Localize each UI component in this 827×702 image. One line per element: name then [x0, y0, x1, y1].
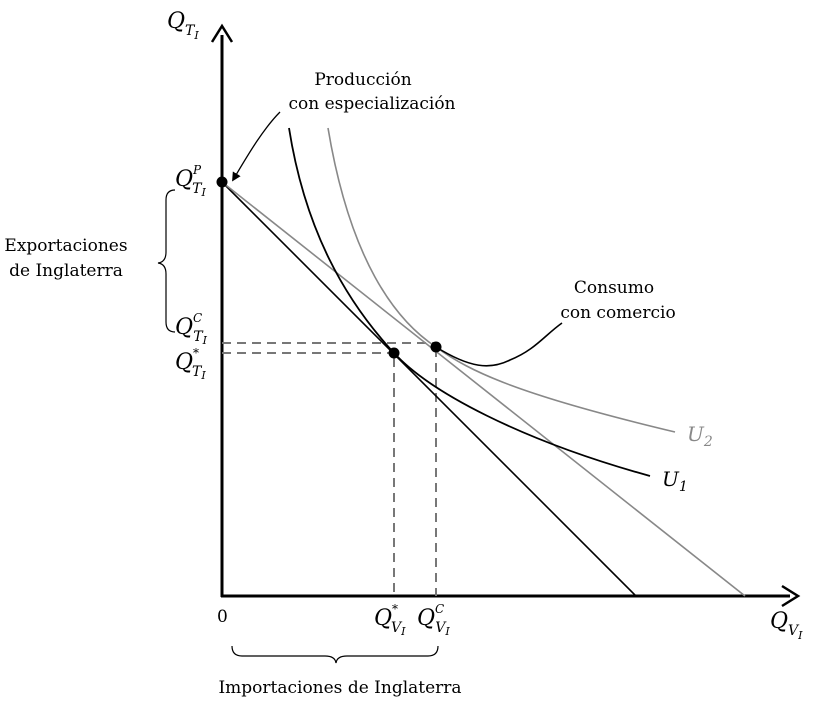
autarky-point [388, 347, 400, 359]
q-tstar-label: Q* TI [175, 346, 206, 382]
importaciones-label: Importaciones de Inglaterra [218, 678, 461, 698]
y-axis-label: QTI [167, 9, 199, 42]
produccion-label-line1: Producción [314, 70, 411, 90]
u1-label: U1 [662, 467, 688, 495]
exportaciones-brace [157, 189, 176, 333]
u2-label: U2 [687, 422, 713, 450]
q-vstar-label: Q* VI [374, 602, 406, 638]
exportaciones-label-line1: Exportaciones [4, 236, 127, 256]
consumo-label-line2: con comercio [560, 303, 675, 323]
q-tp-label: QP TI [175, 163, 206, 199]
produccion-arrow [232, 111, 281, 182]
indifference-curve-u1 [288, 127, 651, 477]
y-axis-arrow [210, 23, 234, 43]
origin-label: 0 [217, 607, 228, 627]
production-point [216, 176, 228, 188]
q-vc-label: QC VI [417, 602, 450, 638]
exportaciones-label-line2: de Inglaterra [9, 261, 123, 281]
q-tc-label: QC TI [175, 311, 208, 347]
consumo-pointer [435, 322, 563, 367]
x-axis-label: QVI [770, 609, 803, 642]
trade-line [221, 181, 746, 597]
produccion-label-line2: con especialización [288, 94, 455, 114]
x-axis-arrow [781, 584, 801, 608]
consumo-label-line1: Consumo [574, 278, 654, 298]
production-frontier [221, 181, 637, 597]
importaciones-brace [231, 645, 439, 664]
consumption-point [430, 341, 442, 353]
